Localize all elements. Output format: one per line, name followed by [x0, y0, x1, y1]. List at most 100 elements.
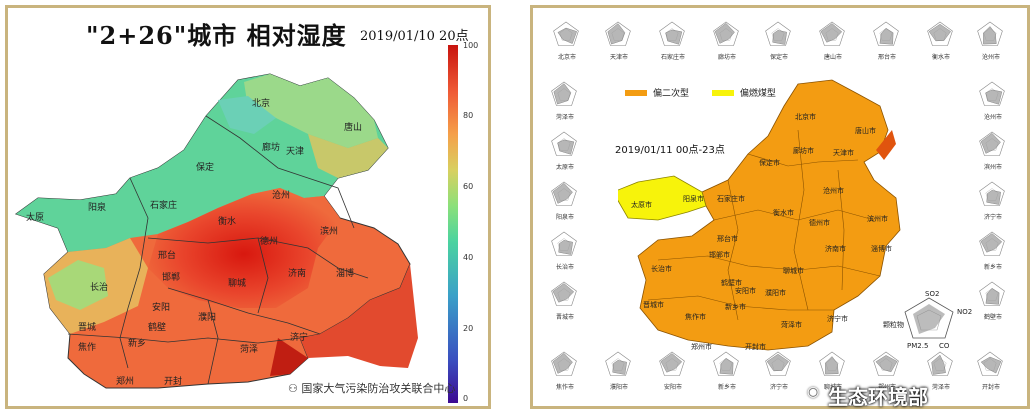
colorbar-tick: 60: [463, 182, 474, 191]
colorbar-tick: 100: [463, 41, 479, 50]
radar-thumbnail: 唐山市: [815, 18, 851, 61]
radar-legend-inset: [904, 297, 954, 339]
city-label: 滨州市: [867, 215, 888, 223]
city-label: 衡水市: [773, 209, 794, 217]
radar-label: 石家庄市: [660, 54, 685, 61]
city-label: 聊城市: [783, 267, 804, 275]
radar-label: 安阳市: [663, 384, 682, 391]
radar-label: 唐山市: [823, 54, 842, 61]
humidity-timestamp: 2019/01/10 20点: [360, 29, 469, 44]
city-label: 邯郸市: [709, 251, 730, 259]
city-label: 长治市: [651, 265, 672, 273]
radar-thumbnail: 安阳市: [655, 348, 691, 391]
city-label: 保定市: [759, 159, 780, 167]
radar-label: 新乡市: [717, 384, 736, 391]
city-label: 济宁: [290, 333, 309, 343]
radar-thumbnail: 郑州市: [869, 348, 905, 391]
region-coal: [618, 175, 707, 221]
city-label: 石家庄: [150, 201, 178, 211]
city-label: 鹤壁: [148, 323, 167, 333]
city-label: 济宁市: [827, 315, 848, 323]
city-label: 安阳: [152, 303, 171, 313]
city-label: 郑州: [116, 377, 135, 387]
pollution-timestamp: 2019/01/11 00点-23点: [615, 145, 725, 156]
city-label: 新乡: [128, 339, 147, 349]
colorbar-tick: 80: [463, 111, 474, 120]
radar-thumbnail: 保定市: [761, 18, 797, 61]
radar-label: 沧州市: [983, 114, 1002, 121]
radar-thumbnail: 太原市: [547, 128, 583, 171]
legend-item-secondary: 偏二次型: [625, 86, 689, 99]
city-label: 邢台: [158, 251, 177, 261]
city-label: 沧州: [272, 191, 291, 201]
radar-label: 保定市: [769, 54, 788, 61]
pollution-type-panel: 偏二次型 偏燃煤型 2019/01/11 00点-23点 北京市 唐山市 廊坊市…: [530, 5, 1030, 409]
radar-label: 邢台市: [877, 54, 896, 61]
radar-thumbnail: 济宁市: [975, 178, 1011, 221]
radar-label: 焦作市: [555, 384, 574, 391]
city-label: 菏泽市: [781, 321, 802, 329]
city-label: 濮阳市: [765, 289, 786, 297]
city-label: 济南市: [825, 245, 846, 253]
humidity-colorbar: [448, 45, 458, 403]
inset-label: 颗粒物: [883, 321, 904, 329]
colorbar-tick: 40: [463, 253, 474, 262]
city-label: 鹤壁市: [721, 279, 742, 287]
city-label: 淄博: [336, 269, 355, 279]
legend-item-coal: 偏燃煤型: [711, 86, 776, 99]
radar-label: 济宁市: [983, 214, 1002, 221]
radar-thumbnail: 鹤壁市: [975, 278, 1011, 321]
radar-thumbnail: 阳泉市: [547, 178, 583, 221]
radar-thumbnail: 邢台市: [869, 18, 905, 61]
city-label: 德州: [260, 237, 279, 247]
city-label: 衡水: [218, 217, 237, 227]
city-label: 阳泉市: [683, 195, 704, 203]
city-label: 焦作: [78, 343, 97, 353]
city-label: 滨州: [320, 227, 339, 237]
radar-label: 济宁市: [769, 384, 788, 391]
legend-swatch: [711, 89, 734, 96]
source-watermark: ⚇ 国家大气污染防治攻关联合中心: [288, 382, 456, 395]
city-label: 邯郸: [162, 273, 181, 283]
radar-label: 菏泽市: [931, 384, 950, 391]
city-label: 焦作市: [685, 313, 706, 321]
radar-thumbnail: 聊城市: [815, 348, 851, 391]
radar-label: 聊城市: [823, 384, 842, 391]
city-label: 德州市: [809, 219, 830, 227]
city-label: 廊坊市: [793, 147, 814, 155]
pollution-type-map: [618, 79, 901, 351]
radar-thumbnail: 濮阳市: [601, 348, 637, 391]
city-label: 石家庄市: [717, 195, 745, 203]
radar-label: 菏泽市: [555, 114, 574, 121]
humidity-map: [14, 73, 418, 389]
city-label: 新乡市: [725, 303, 746, 311]
radar-thumbnail: 新乡市: [709, 348, 745, 391]
city-label: 邢台市: [717, 235, 738, 243]
radar-label: 晋城市: [555, 314, 574, 321]
humidity-map-title: "2+26"城市 相对湿度: [86, 21, 347, 50]
radar-label: 衡水市: [931, 54, 950, 61]
radar-label: 太原市: [555, 164, 574, 171]
city-label: 北京: [252, 99, 271, 109]
city-label: 开封: [164, 377, 183, 387]
city-label: 淄博市: [871, 245, 892, 253]
radar-thumbnail: 沧州市: [973, 18, 1009, 61]
radar-thumbnail: 长治市: [547, 228, 583, 271]
radar-label: 北京市: [557, 54, 576, 61]
radar-label: 廊坊市: [717, 54, 736, 61]
city-label: 聊城: [228, 279, 247, 289]
inset-label: CO: [939, 342, 950, 350]
radar-label: 开封市: [981, 384, 1000, 391]
city-label: 唐山: [344, 123, 363, 133]
colorbar-tick: 20: [463, 324, 474, 333]
city-label: 天津市: [833, 149, 854, 157]
radar-thumbnail: 北京市: [549, 18, 585, 61]
brand-watermark: 生态环境部: [828, 385, 928, 409]
inset-label: PM2.5: [907, 342, 929, 350]
city-label: 濮阳: [198, 313, 217, 323]
city-label: 安阳市: [735, 287, 756, 295]
city-label: 济南: [288, 269, 307, 279]
city-label: 太原市: [631, 201, 652, 209]
city-label: 阳泉: [88, 203, 107, 213]
radar-thumbnail: 滨州市: [975, 128, 1011, 171]
